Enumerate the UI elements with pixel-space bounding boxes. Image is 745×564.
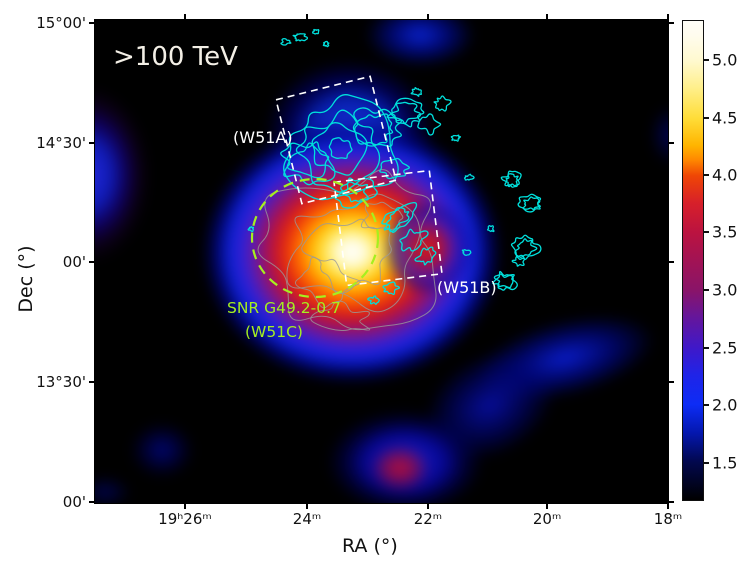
colorbar-tick-7 (704, 461, 709, 464)
snr-label-line1: SNR G49.2-0.7 (227, 299, 341, 317)
sky-map-plot: >100 TeV (W51A) (W51B) SNR G49.2-0.7 (W51C) (94, 19, 669, 504)
colorbar-tick-label-5: 2.5 (712, 338, 738, 358)
y-tick-right-0 (668, 22, 674, 24)
y-tick-left-4 (89, 501, 95, 503)
heat-blob-faint-corner-blob (95, 476, 131, 503)
y-tick-right-1 (668, 142, 674, 144)
y-tick-right-2 (668, 261, 674, 263)
x-tick-top-3 (546, 14, 548, 20)
colorbar-tick-5 (704, 346, 709, 349)
energy-cut-label: >100 TeV (113, 42, 238, 72)
colorbar-tick-3 (704, 231, 709, 234)
x-tick-bottom-0 (184, 503, 186, 509)
x-tick-label-3: 20ᵐ (532, 510, 562, 528)
colorbar-tick-1 (704, 116, 709, 119)
heat-blob-top-edge-blob (365, 20, 475, 67)
y-tick-label-3: 13°30' (36, 372, 86, 391)
colorbar-tick-6 (704, 404, 709, 407)
x-tick-top-2 (427, 14, 429, 20)
y-tick-right-4 (668, 501, 674, 503)
y-tick-right-3 (668, 381, 674, 383)
snr-label-line2: (W51C) (245, 323, 303, 341)
y-tick-label-2: 00' (62, 252, 86, 271)
y-tick-label-1: 14°30' (36, 134, 86, 153)
colorbar-tick-0 (704, 58, 709, 61)
colorbar-tick-label-7: 1.5 (712, 453, 738, 473)
x-tick-bottom-1 (306, 503, 308, 509)
y-tick-label-0: 15°00' (36, 13, 86, 32)
x-tick-label-4: 18ᵐ (653, 510, 683, 528)
y-axis-title: Dec (°) (15, 245, 37, 313)
colorbar-tick-2 (704, 174, 709, 177)
colorbar-tick-4 (704, 288, 709, 291)
heat-blob-bottom-source-core (370, 444, 430, 492)
colorbar-tick-label-1: 4.5 (712, 108, 738, 128)
w51b-label: (W51B) (437, 278, 497, 297)
x-axis-title: RA (°) (342, 535, 398, 557)
x-tick-top-4 (667, 14, 669, 20)
colorbar-tick-label-0: 5.0 (712, 50, 738, 70)
x-tick-bottom-4 (667, 503, 669, 509)
y-tick-left-1 (89, 142, 95, 144)
heat-blob-left-edge-source (95, 87, 150, 263)
y-tick-label-4: 00' (62, 493, 86, 512)
x-tick-top-1 (306, 14, 308, 20)
y-tick-left-3 (89, 381, 95, 383)
colorbar-tick-label-6: 2.0 (712, 395, 738, 415)
colorbar (682, 20, 704, 501)
y-tick-left-2 (89, 261, 95, 263)
x-tick-bottom-2 (427, 503, 429, 509)
w51a-label: (W51A) (233, 128, 293, 147)
heatmap-blob-layer (95, 20, 668, 503)
heat-blob-faint-right-edge-blob (650, 105, 668, 165)
x-tick-label-0: 19ʰ26ᵐ (158, 510, 212, 528)
colorbar-tick-label-4: 3.0 (712, 280, 738, 300)
colorbar-tick-label-2: 4.0 (712, 165, 738, 185)
y-tick-left-0 (89, 22, 95, 24)
x-tick-top-0 (184, 14, 186, 20)
colorbar-tick-label-3: 3.5 (712, 222, 738, 242)
heat-blob-faint-bottom-left-blob (130, 422, 194, 478)
x-tick-bottom-3 (546, 503, 548, 509)
x-tick-label-2: 22ᵐ (413, 510, 443, 528)
x-tick-label-1: 24ᵐ (292, 510, 322, 528)
